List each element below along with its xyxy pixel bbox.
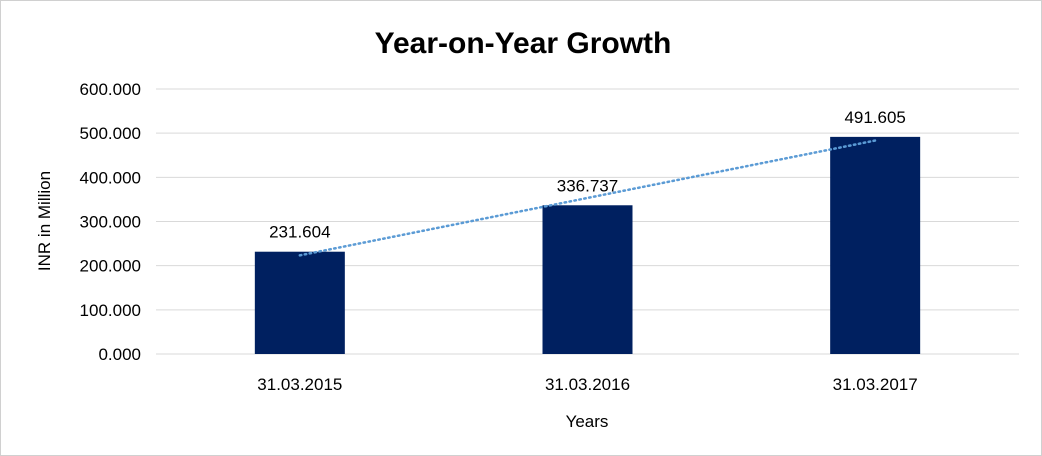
y-tick-label: 100.000 [80, 301, 141, 320]
x-tick-label: 31.03.2016 [545, 375, 630, 394]
bars [254, 136, 921, 354]
x-tick-label: 31.03.2017 [833, 375, 918, 394]
y-tick-label: 300.000 [80, 213, 141, 232]
y-axis-title: INR in Million [35, 171, 54, 271]
y-tick-label: 400.000 [80, 168, 141, 187]
trendline-group [298, 139, 877, 257]
data-label: 231.604 [269, 223, 330, 242]
x-axis-ticks: 31.03.2015 31.03.2016 31.03.2017 [257, 375, 917, 394]
bar [542, 205, 633, 354]
y-axis-ticks: 0.000 100.000 200.000 300.000 400.000 500.000… [80, 80, 141, 364]
y-tick-label: 600.000 [80, 80, 141, 99]
trendline [298, 139, 877, 257]
y-tick-label: 0.000 [98, 345, 141, 364]
bar [254, 251, 345, 354]
data-label: 491.605 [844, 108, 905, 127]
chart-title: Year-on-Year Growth [375, 27, 672, 60]
data-label: 336.737 [557, 176, 618, 195]
y-tick-label: 500.000 [80, 124, 141, 143]
x-axis-title: Years [566, 412, 609, 431]
x-tick-label: 31.03.2015 [257, 375, 342, 394]
y-tick-label: 200.000 [80, 257, 141, 276]
bar [830, 136, 921, 354]
data-labels: 231.604 336.737 491.605 [269, 108, 906, 242]
